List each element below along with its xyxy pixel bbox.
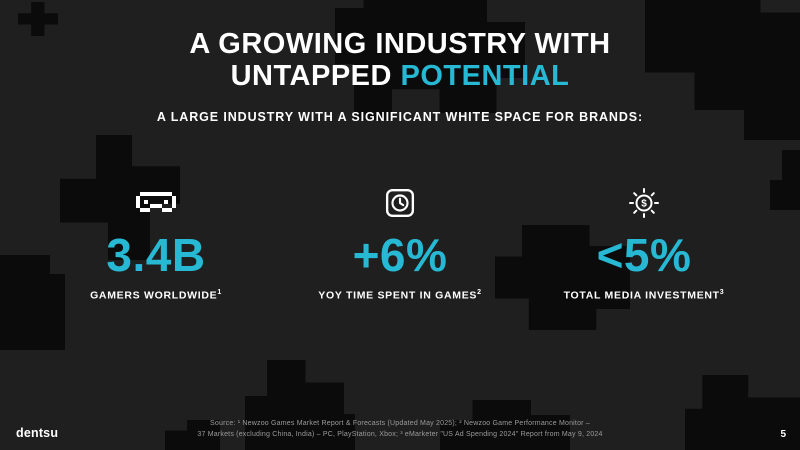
clock-icon	[278, 186, 522, 220]
title-line-1: A GROWING INDUSTRY WITH	[189, 28, 611, 60]
pixel-game-controller-icon	[34, 186, 278, 220]
stat-label: TOTAL MEDIA INVESTMENT3	[563, 288, 725, 302]
stat-total-media-investment: $ <5% TOTAL MEDIA	[522, 186, 766, 302]
stat-gamers-worldwide: 3.4B GAMERS WORLDWIDE1	[34, 186, 278, 302]
page-number: 5	[780, 429, 786, 440]
stat-label: YOY TIME SPENT IN GAMES2	[318, 288, 482, 302]
stat-value: +6%	[352, 228, 448, 281]
slide-subtitle: A LARGE INDUSTRY WITH A SIGNIFICANT WHIT…	[156, 109, 644, 124]
stat-value: 3.4B	[106, 228, 206, 281]
source-line-1: Source: ¹ Newzoo Games Market Report & F…	[210, 420, 590, 428]
svg-text:$: $	[641, 199, 647, 210]
dollar-coin-icon: $	[522, 186, 766, 220]
stats-row: 3.4B GAMERS WORLDWIDE1 +6% YOY TIME SPEN…	[0, 186, 800, 302]
footnote-marker: 2	[477, 288, 482, 296]
source-citation: Source: ¹ Newzoo Games Market Report & F…	[0, 419, 800, 441]
title-line-2-accent: POTENTIAL	[400, 60, 570, 93]
footnote-marker: 3	[719, 288, 725, 296]
dentsu-logo: dentsu	[16, 426, 59, 440]
slide-title: A GROWING INDUSTRY WITH UNTAPPED POTENTI…	[0, 0, 800, 93]
stat-yoy-time-spent: +6% YOY TIME SPENT IN GAMES2	[278, 186, 522, 302]
stat-label: GAMERS WORLDWIDE1	[90, 288, 222, 302]
footnote-marker: 1	[217, 288, 222, 296]
title-line-2-white: UNTAPPED	[230, 60, 401, 93]
stat-value: <5%	[596, 228, 692, 281]
source-line-2: 37 Markets (excluding China, India) – PC…	[197, 431, 603, 439]
